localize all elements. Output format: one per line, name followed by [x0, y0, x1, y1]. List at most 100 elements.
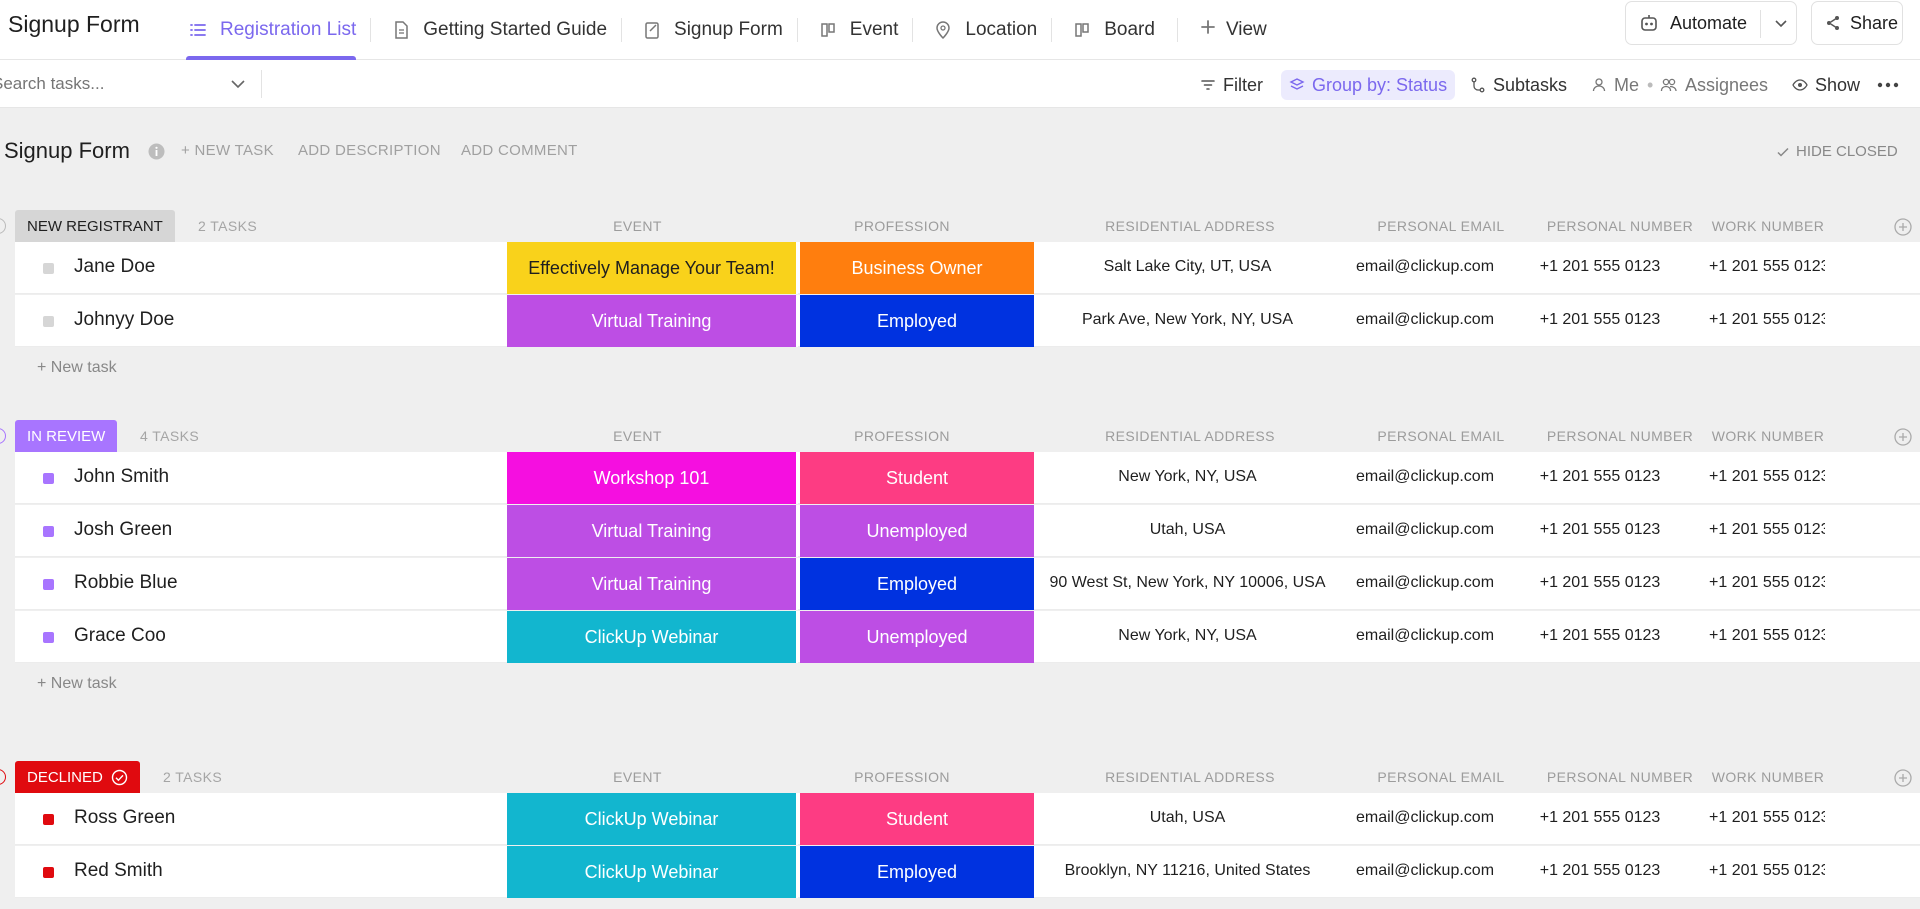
task-name[interactable]: Robbie Blue — [74, 572, 178, 593]
collapse-toggle-icon[interactable] — [0, 218, 6, 234]
hide-closed-button[interactable]: HIDE CLOSED — [1776, 143, 1898, 160]
task-name[interactable]: Jane Doe — [74, 256, 156, 277]
tab-signup-form[interactable]: Signup Form — [622, 0, 797, 60]
column-header-address[interactable]: RESIDENTIAL ADDRESS — [1105, 769, 1275, 785]
share-button[interactable]: Share — [1811, 1, 1903, 45]
address-cell[interactable]: Utah, USA — [1149, 809, 1226, 826]
add-column-icon[interactable] — [1894, 428, 1912, 451]
personal-number-cell[interactable]: +1 201 555 0123 — [1539, 574, 1661, 591]
work-number-cell[interactable]: +1 201 555 0123 — [1709, 521, 1825, 538]
status-square-icon[interactable] — [43, 316, 54, 327]
work-number-cell[interactable]: +1 201 555 0123 — [1709, 627, 1825, 644]
status-badge[interactable]: DECLINED — [15, 761, 140, 793]
task-name[interactable]: Red Smith — [74, 860, 163, 881]
table-row[interactable]: Ross Green ClickUp Webinar Student Utah, US… — [15, 793, 1920, 845]
search-input[interactable] — [0, 74, 212, 94]
task-name[interactable]: Josh Green — [74, 519, 173, 540]
work-number-cell[interactable]: +1 201 555 0123 — [1709, 809, 1825, 826]
profession-cell[interactable]: Employed — [800, 846, 1034, 898]
assignees-button[interactable]: Assignees — [1660, 70, 1768, 100]
email-cell[interactable]: email@clickup.com — [1355, 809, 1495, 826]
chevron-down-icon[interactable] — [1772, 14, 1790, 37]
tab-registration-list[interactable]: Registration List — [168, 0, 370, 60]
column-header-email[interactable]: PERSONAL EMAIL — [1377, 769, 1505, 785]
column-header-profession[interactable]: PROFESSION — [854, 218, 950, 234]
add-description-action[interactable]: ADD DESCRIPTION — [298, 142, 441, 159]
task-name[interactable]: Johnyy Doe — [74, 309, 175, 330]
collapse-toggle-icon[interactable] — [0, 428, 6, 444]
tab-board[interactable]: Board — [1052, 0, 1169, 60]
column-header-email[interactable]: PERSONAL EMAIL — [1377, 428, 1505, 444]
work-number-cell[interactable]: +1 201 555 0123 — [1709, 862, 1825, 879]
personal-number-cell[interactable]: +1 201 555 0123 — [1539, 809, 1661, 826]
event-cell[interactable]: Effectively Manage Your Team! — [507, 242, 798, 294]
status-badge[interactable]: IN REVIEW — [15, 420, 118, 452]
collapse-toggle-icon[interactable] — [0, 769, 6, 785]
new-task-button[interactable]: + New task — [37, 359, 117, 376]
address-cell[interactable]: Utah, USA — [1149, 521, 1226, 538]
column-header-wnum[interactable]: WORK NUMBER — [1711, 218, 1825, 234]
personal-number-cell[interactable]: +1 201 555 0123 — [1539, 258, 1661, 275]
more-options-button[interactable] — [1877, 70, 1899, 100]
column-header-email[interactable]: PERSONAL EMAIL — [1377, 218, 1505, 234]
chevron-down-icon[interactable] — [228, 74, 248, 99]
profession-cell[interactable]: Employed — [800, 295, 1034, 347]
personal-number-cell[interactable]: +1 201 555 0123 — [1539, 521, 1661, 538]
status-square-icon[interactable] — [43, 526, 54, 537]
work-number-cell[interactable]: +1 201 555 0123 — [1709, 311, 1825, 328]
table-row[interactable]: John Smith Workshop 101 Student New York, N… — [15, 452, 1920, 504]
event-cell[interactable]: Virtual Training — [507, 505, 798, 557]
new-task-action[interactable]: + NEW TASK — [181, 142, 274, 159]
table-row[interactable]: Josh Green Virtual Training Unemployed Utah… — [15, 505, 1920, 557]
show-button[interactable]: Show — [1792, 70, 1860, 100]
email-cell[interactable]: email@clickup.com — [1355, 468, 1495, 485]
table-row[interactable]: Robbie Blue Virtual Training Employed 90 We… — [15, 558, 1920, 610]
automate-button[interactable]: Automate — [1625, 1, 1797, 45]
profession-cell[interactable]: Business Owner — [800, 242, 1034, 294]
status-square-icon[interactable] — [43, 473, 54, 484]
event-cell[interactable]: Workshop 101 — [507, 452, 798, 504]
table-row[interactable]: Red Smith ClickUp Webinar Employed Brooklyn… — [15, 846, 1920, 898]
email-cell[interactable]: email@clickup.com — [1355, 311, 1495, 328]
table-row[interactable]: Grace Coo ClickUp Webinar Unemployed New Yo… — [15, 611, 1920, 663]
email-cell[interactable]: email@clickup.com — [1355, 574, 1495, 591]
status-square-icon[interactable] — [43, 814, 54, 825]
email-cell[interactable]: email@clickup.com — [1355, 258, 1495, 275]
column-header-event[interactable]: EVENT — [613, 428, 662, 444]
email-cell[interactable]: email@clickup.com — [1355, 521, 1495, 538]
status-square-icon[interactable] — [43, 632, 54, 643]
add-column-icon[interactable] — [1894, 769, 1912, 792]
status-square-icon[interactable] — [43, 579, 54, 590]
tab-location[interactable]: Location — [913, 0, 1051, 60]
event-cell[interactable]: ClickUp Webinar — [507, 611, 798, 663]
task-name[interactable]: Ross Green — [74, 807, 176, 828]
work-number-cell[interactable]: +1 201 555 0123 — [1709, 468, 1825, 485]
column-header-address[interactable]: RESIDENTIAL ADDRESS — [1105, 218, 1275, 234]
profession-cell[interactable]: Unemployed — [800, 505, 1034, 557]
event-cell[interactable]: ClickUp Webinar — [507, 793, 798, 845]
table-row[interactable]: Jane Doe Effectively Manage Your Team! Bus… — [15, 242, 1920, 294]
address-cell[interactable]: New York, NY, USA — [1118, 468, 1257, 485]
task-name[interactable]: Grace Coo — [74, 625, 166, 646]
column-header-pnum[interactable]: PERSONAL NUMBER — [1546, 428, 1694, 444]
column-header-wnum[interactable]: WORK NUMBER — [1711, 428, 1825, 444]
column-header-pnum[interactable]: PERSONAL NUMBER — [1546, 769, 1694, 785]
event-cell[interactable]: ClickUp Webinar — [507, 846, 798, 898]
address-cell[interactable]: Salt Lake City, UT, USA — [1103, 258, 1272, 275]
add-column-icon[interactable] — [1894, 218, 1912, 241]
profession-cell[interactable]: Employed — [800, 558, 1034, 610]
event-cell[interactable]: Virtual Training — [507, 295, 798, 347]
personal-number-cell[interactable]: +1 201 555 0123 — [1539, 311, 1661, 328]
column-header-wnum[interactable]: WORK NUMBER — [1711, 769, 1825, 785]
filter-button[interactable]: Filter — [1200, 70, 1263, 100]
table-row[interactable]: Johnyy Doe Virtual Training Employed Park A… — [15, 295, 1920, 347]
add-comment-action[interactable]: ADD COMMENT — [461, 142, 578, 159]
tab-getting-started-guide[interactable]: Getting Started Guide — [371, 0, 621, 60]
column-header-profession[interactable]: PROFESSION — [854, 428, 950, 444]
address-cell[interactable]: Brooklyn, NY 11216, United States — [1064, 862, 1311, 879]
column-header-event[interactable]: EVENT — [613, 769, 662, 785]
personal-number-cell[interactable]: +1 201 555 0123 — [1539, 627, 1661, 644]
status-badge[interactable]: NEW REGISTRANT — [15, 210, 175, 242]
email-cell[interactable]: email@clickup.com — [1355, 862, 1495, 879]
profession-cell[interactable]: Unemployed — [800, 611, 1034, 663]
